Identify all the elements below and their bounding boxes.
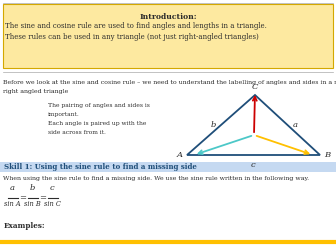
Text: c: c [50,184,54,192]
FancyBboxPatch shape [0,162,336,172]
Text: Examples:: Examples: [4,222,45,230]
Text: B: B [324,151,330,159]
Text: These rules can be used in any triangle (not just right-angled triangles): These rules can be used in any triangle … [5,33,259,41]
Text: b: b [211,121,216,129]
Text: A: A [177,151,183,159]
Text: Skill 1: Using the sine rule to find a missing side: Skill 1: Using the sine rule to find a m… [4,163,197,171]
Text: right angled triangle: right angled triangle [3,89,68,94]
Text: =: = [19,194,27,202]
Text: b: b [29,184,35,192]
FancyBboxPatch shape [3,4,333,68]
Text: a: a [293,121,297,129]
Text: important.: important. [48,112,80,117]
Text: =: = [40,194,46,202]
Text: c: c [251,161,256,169]
Text: Each angle is paired up with the: Each angle is paired up with the [48,121,146,126]
Text: The pairing of angles and sides is: The pairing of angles and sides is [48,103,150,108]
Text: The sine and cosine rule are used to find angles and lengths in a triangle.: The sine and cosine rule are used to fin… [5,22,267,30]
Text: a: a [9,184,14,192]
Text: C: C [252,83,258,91]
Text: When using the sine rule to find a missing side. We use the sine rule written in: When using the sine rule to find a missi… [3,176,309,181]
Text: Before we look at the sine and cosine rule – we need to understand the labelling: Before we look at the sine and cosine ru… [3,80,336,85]
Text: sin B: sin B [24,200,40,208]
Text: side across from it.: side across from it. [48,130,106,135]
Text: sin C: sin C [43,200,60,208]
Text: Introduction:: Introduction: [139,13,197,21]
Text: sin A: sin A [4,200,20,208]
